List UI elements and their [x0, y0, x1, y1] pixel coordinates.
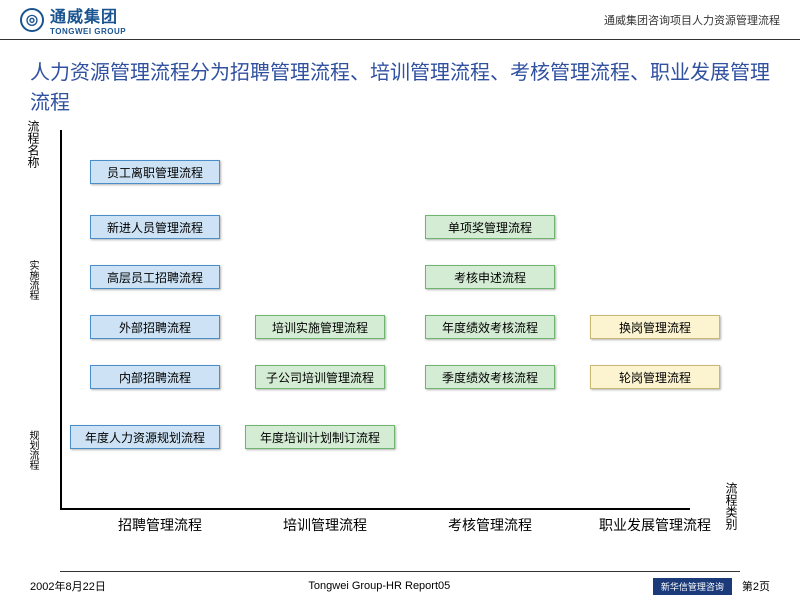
chart-area: 流程名称 实施流程 规划流程 流程类别 员工离职管理流程新进人员管理流程高层员工… [30, 130, 770, 550]
process-box: 培训实施管理流程 [255, 315, 385, 339]
process-box: 内部招聘流程 [90, 365, 220, 389]
logo-text-en: TONGWEI GROUP [50, 27, 126, 36]
process-box: 新进人员管理流程 [90, 215, 220, 239]
footer-page: 第2页 [742, 578, 770, 594]
footer-center: Tongwei Group-HR Report05 [106, 580, 653, 592]
page-title: 人力资源管理流程分为招聘管理流程、培训管理流程、考核管理流程、职业发展管理流程 [0, 40, 800, 128]
footer-date: 2002年8月22日 [30, 578, 106, 594]
header-subtitle: 通威集团咨询项目人力资源管理流程 [604, 12, 780, 28]
header: ◎ 通威集团 TONGWEI GROUP 通威集团咨询项目人力资源管理流程 [0, 0, 800, 40]
process-box: 考核申述流程 [425, 265, 555, 289]
process-box: 年度人力资源规划流程 [70, 425, 220, 449]
category-label: 招聘管理流程 [85, 515, 235, 535]
y-axis-label-mid: 实施流程 [25, 260, 40, 300]
footer: 2002年8月22日 Tongwei Group-HR Report05 新华信… [0, 572, 800, 600]
logo: ◎ 通威集团 TONGWEI GROUP [20, 3, 126, 36]
process-box: 高层员工招聘流程 [90, 265, 220, 289]
x-axis [60, 508, 690, 510]
process-box: 子公司培训管理流程 [255, 365, 385, 389]
process-box: 年度绩效考核流程 [425, 315, 555, 339]
process-box: 季度绩效考核流程 [425, 365, 555, 389]
category-label: 职业发展管理流程 [580, 515, 730, 535]
process-box: 员工离职管理流程 [90, 160, 220, 184]
y-axis-label-bot: 规划流程 [25, 430, 40, 470]
process-box: 外部招聘流程 [90, 315, 220, 339]
process-box: 轮岗管理流程 [590, 365, 720, 389]
process-box: 单项奖管理流程 [425, 215, 555, 239]
logo-text-cn: 通威集团 [50, 9, 118, 26]
category-label: 考核管理流程 [415, 515, 565, 535]
y-axis [60, 130, 62, 510]
y-axis-label-top: 流程名称 [25, 120, 42, 168]
logo-icon: ◎ [20, 8, 44, 32]
category-label: 培训管理流程 [250, 515, 400, 535]
process-box: 年度培训计划制订流程 [245, 425, 395, 449]
process-box: 换岗管理流程 [590, 315, 720, 339]
footer-badge: 新华信管理咨询 [653, 578, 732, 595]
